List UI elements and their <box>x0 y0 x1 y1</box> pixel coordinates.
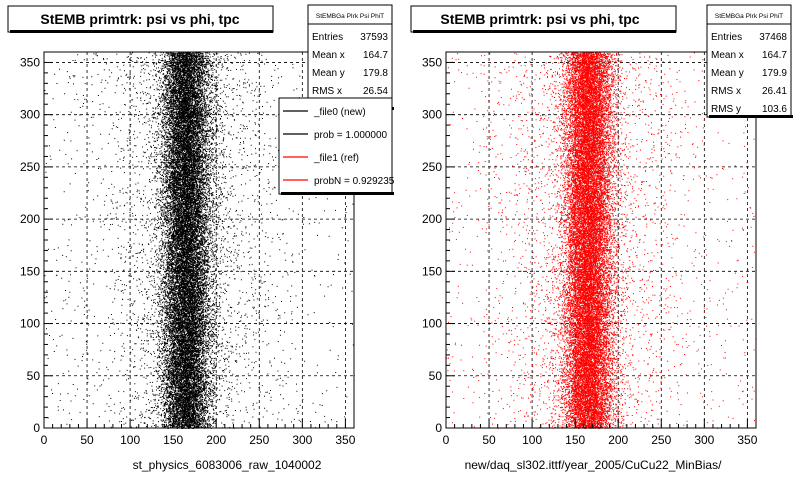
stats-value: 103.6 <box>762 104 787 115</box>
y-tick-label: 350 <box>422 55 442 69</box>
stats-label: RMS x <box>711 86 741 97</box>
scatter-point-cloud <box>446 52 757 429</box>
x-tick-label: 0 <box>443 433 450 447</box>
x-tick-label: 300 <box>292 433 312 447</box>
stats-value: 37468 <box>759 32 787 43</box>
y-tick-label: 0 <box>435 421 442 435</box>
x-tick-label: 250 <box>249 433 269 447</box>
y-tick-label: 0 <box>33 421 40 435</box>
stats-value: 37593 <box>360 32 388 43</box>
left-stats-box: StEMBGa PIrk Psi PhiT Entries 37593 Mean x… <box>307 4 394 110</box>
y-tick-label: 300 <box>422 108 442 122</box>
y-tick-label: 150 <box>20 264 40 278</box>
x-tick-label: 0 <box>41 433 48 447</box>
y-tick-label: 200 <box>422 212 442 226</box>
right-title-box <box>410 5 677 33</box>
stats-label: Mean y <box>711 68 744 79</box>
stats-label: Mean x <box>711 50 744 61</box>
y-tick-label: 300 <box>20 108 40 122</box>
stats-label: RMS x <box>312 86 342 97</box>
x-tick-label: 100 <box>522 433 542 447</box>
left-title-box <box>7 5 274 33</box>
x-tick-label: 200 <box>608 433 628 447</box>
right-stats-box: StEMBGa PIrk Psi PhiT Entries 37468 Mean x… <box>706 4 793 118</box>
y-tick-label: 250 <box>20 160 40 174</box>
y-tick-label: 250 <box>422 160 442 174</box>
right-plot-title: StEMB primtrk: psi vs phi, tpc <box>440 11 639 27</box>
left-histogram-panel: StEMB primtrk: psi vs phi, tpc 0 50 100 150… <box>7 4 395 472</box>
stats-label: Entries <box>312 32 343 43</box>
y-tick-label: 100 <box>422 317 442 331</box>
stats-value: 179.9 <box>762 68 787 79</box>
x-tick-label: 100 <box>120 433 140 447</box>
stats-value: 179.8 <box>363 68 388 79</box>
right-histogram-panel: StEMB primtrk: psi vs phi, tpc 0 50 100 150… <box>410 4 793 472</box>
legend-entry-label: probN = 0.929235 <box>314 176 395 187</box>
stats-label: Mean y <box>312 68 345 79</box>
x-tick-label: 350 <box>737 433 757 447</box>
stats-value: 26.54 <box>363 86 388 97</box>
scatter-point-cloud <box>44 52 355 429</box>
stats-label: Mean x <box>312 50 345 61</box>
stats-label: RMS y <box>711 104 741 115</box>
y-tick-label: 100 <box>20 317 40 331</box>
y-tick-label: 50 <box>429 369 443 383</box>
stats-label: Entries <box>711 32 742 43</box>
x-tick-label: 200 <box>206 433 226 447</box>
left-x-axis-title: st_physics_6083006_raw_1040002 <box>133 458 322 472</box>
x-tick-label: 50 <box>80 433 94 447</box>
stats-value: 26.41 <box>762 86 787 97</box>
x-tick-label: 250 <box>651 433 671 447</box>
y-tick-label: 150 <box>422 264 442 278</box>
y-tick-label: 350 <box>20 55 40 69</box>
legend-entry-label: _file0 (new) <box>313 107 366 118</box>
legend-entry-label: _file1 (ref) <box>313 153 359 164</box>
x-tick-label: 300 <box>694 433 714 447</box>
right-stats-header: StEMBGa PIrk Psi PhiT <box>715 13 783 20</box>
x-tick-label: 150 <box>163 433 183 447</box>
right-axis-ticks: 0 50 100 150 200 250 300 350 0 50 100 150 200 250 300 3… <box>422 51 758 447</box>
right-x-axis-title: new/daq_sl302.ittf/year_2005/CuCu22_MinB… <box>465 458 722 472</box>
x-tick-label: 50 <box>482 433 496 447</box>
y-tick-label: 200 <box>20 212 40 226</box>
x-tick-label: 150 <box>565 433 585 447</box>
left-stats-header: StEMBGa PIrk Psi PhiT <box>316 13 384 20</box>
stats-value: 164.7 <box>762 50 787 61</box>
left-plot-title: StEMB primtrk: psi vs phi, tpc <box>40 11 239 27</box>
legend-entry-label: prob = 1.000000 <box>314 130 388 141</box>
left-axis-ticks: 0 50 100 150 200 250 300 350 0 50 100 150 200 250 300 3… <box>20 51 356 447</box>
y-tick-label: 50 <box>27 369 41 383</box>
left-legend-box: _file0 (new) prob = 1.000000 _file1 (ref) p… <box>278 97 395 195</box>
x-tick-label: 350 <box>335 433 355 447</box>
stats-value: 164.7 <box>363 50 388 61</box>
